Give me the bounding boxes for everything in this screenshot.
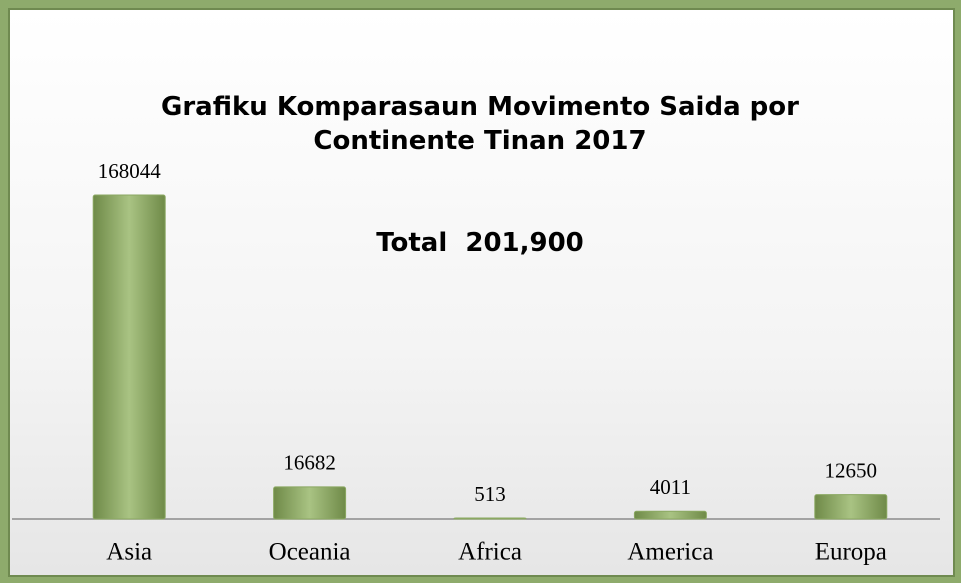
x-tick-label: Africa (458, 539, 522, 566)
x-tick-label: Asia (106, 539, 152, 566)
value-label: 168044 (98, 159, 162, 183)
bar (453, 517, 527, 520)
bar (814, 494, 888, 520)
value-label: 4011 (650, 475, 691, 499)
bar (273, 486, 347, 520)
x-tick-label: Europa (815, 539, 887, 566)
chart-subtitle: Total 201,900 (376, 228, 584, 258)
bar (92, 194, 166, 520)
value-label: 16682 (283, 451, 336, 475)
value-label: 12650 (825, 458, 878, 482)
x-tick-label: Oceania (269, 539, 351, 566)
chart-title-block: Grafiku Komparasaun Movimento Saida por … (150, 22, 810, 294)
bar (633, 510, 707, 520)
chart-title: Grafiku Komparasaun Movimento Saida por … (161, 92, 809, 156)
x-tick-label: America (627, 539, 713, 566)
chart-frame (8, 8, 955, 577)
value-label: 513 (474, 482, 506, 506)
